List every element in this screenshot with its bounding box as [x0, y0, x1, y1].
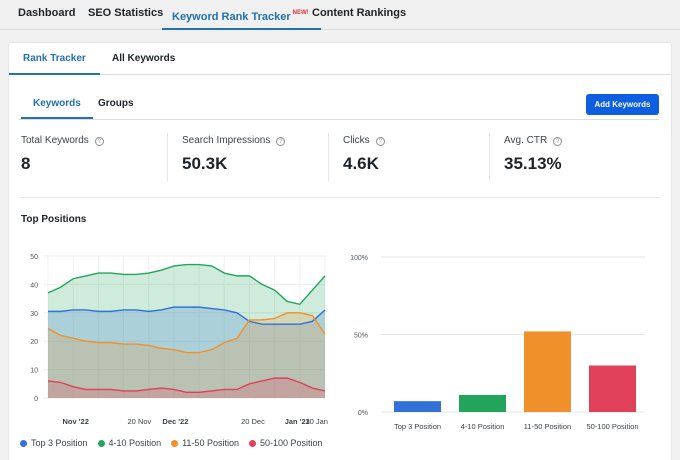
stat-value: 8: [21, 154, 31, 173]
stat-search-impressions: Search Impressions? 50.3K: [182, 135, 286, 179]
x-tick-label: 10 Jan: [305, 417, 328, 426]
area-fill-4-10-position: [48, 264, 325, 398]
series-line-top-3-position: [48, 306, 326, 325]
series-line-50-100-position: [47, 377, 326, 394]
x-tick-label: 20 Dec: [241, 417, 265, 426]
bar-11-50-position: [524, 331, 571, 412]
y-tick-label: 30: [30, 311, 38, 318]
divider: [167, 133, 168, 181]
x-tick-label: Top 3 Position: [394, 422, 441, 431]
bar-top-3-position: [394, 401, 441, 412]
stat-label: Clicks: [343, 135, 370, 146]
stat-value: 50.3K: [182, 154, 228, 173]
y-tick-label: 10: [30, 368, 38, 375]
tab-keywords[interactable]: Keywords: [21, 93, 93, 119]
x-tick-label: Dec '22: [162, 417, 188, 426]
x-tick-label: Nov '22: [63, 417, 89, 426]
stat-label: Avg. CTR: [504, 135, 548, 146]
y-tick-label: 40: [30, 282, 38, 289]
add-keywords-button[interactable]: Add Keywords: [586, 94, 659, 115]
legend-dot: [97, 439, 105, 447]
help-icon[interactable]: ?: [94, 137, 104, 146]
series-line-4-10-position: [47, 263, 326, 306]
tab-groups[interactable]: Groups: [98, 98, 134, 109]
tab-label: Keyword Rank Tracker: [172, 11, 291, 23]
divider: [19, 119, 659, 120]
y-tick-label: 50%: [354, 333, 368, 340]
divider: [19, 197, 659, 198]
stat-total-keywords: Total Keywords? 8: [21, 135, 104, 179]
y-tick-label: 100%: [350, 255, 368, 262]
top-positions-bar-chart: 0% 50% 100% Top 3 Position 4-10 Position 11-5…: [350, 255, 645, 431]
y-tick-label: 0%: [358, 410, 368, 417]
help-icon[interactable]: ?: [276, 137, 286, 146]
x-tick-label: 50-100 Position: [586, 422, 638, 431]
legend-item[interactable]: 50-100 Position: [248, 438, 323, 448]
legend-label: Top 3 Position: [31, 438, 88, 448]
x-tick-label: 4-10 Position: [461, 422, 505, 431]
tab-content-rankings[interactable]: Content Rankings: [312, 7, 407, 19]
y-tick-label: 0: [34, 396, 38, 403]
legend-dot: [248, 439, 256, 447]
area-fill-11-50-position: [48, 312, 325, 398]
legend-dot: [20, 439, 27, 447]
y-tick-label: 20: [30, 339, 38, 346]
x-tick-label: 11-50 Position: [524, 422, 571, 431]
stat-label: Search Impressions: [182, 135, 271, 146]
legend-label: 50-100 Position: [259, 438, 323, 448]
legend-label: 4-10 Position: [108, 438, 162, 448]
legend-item[interactable]: 4-10 Position: [97, 438, 162, 448]
legend-item[interactable]: 11-50 Position: [171, 438, 239, 448]
x-tick-label: 20 Nov: [128, 417, 152, 426]
bar-50-100-position: [589, 365, 636, 412]
bar-4-10-position: [459, 394, 506, 412]
stat-value: 4.6K: [343, 154, 379, 173]
stat-avg-ctr: Avg. CTR? 35.13%: [504, 135, 563, 179]
x-tick-label: Jan '23: [285, 417, 310, 426]
subtab-rank-tracker[interactable]: Rank Tracker: [9, 43, 100, 75]
subtabs: Rank Tracker All Keywords: [9, 43, 671, 75]
stat-clicks: Clicks? 4.6K: [343, 135, 385, 179]
new-badge: NEW!: [292, 10, 309, 16]
top-navigation: Dashboard SEO Statistics Keyword Rank Tr…: [0, 0, 680, 30]
chart-legend: Top 3 Position 4-10 Position 11-50 Posit…: [20, 438, 323, 448]
subtab-all-keywords[interactable]: All Keywords: [112, 53, 176, 64]
divider: [328, 133, 329, 181]
top-positions-area-chart: 0 10 20 30 40 50 Nov '22 20 Nov Dec '22 20 Dec Jan…: [30, 254, 328, 426]
series-line-11-50-position: [47, 312, 326, 354]
stat-value: 35.13%: [504, 154, 562, 173]
tab-seo-statistics[interactable]: SEO Statistics: [88, 7, 164, 19]
tab-dashboard[interactable]: Dashboard: [18, 7, 76, 19]
help-icon[interactable]: ?: [553, 137, 563, 146]
legend-item[interactable]: Top 3 Position: [20, 438, 88, 448]
y-tick-label: 50: [30, 254, 38, 261]
legend-dot: [171, 439, 179, 447]
section-title: Top Positions: [21, 214, 87, 225]
help-icon[interactable]: ?: [375, 137, 385, 146]
tab-keyword-rank-tracker[interactable]: Keyword Rank Tracker NEW!: [162, 0, 321, 30]
divider: [489, 133, 490, 181]
stat-label: Total Keywords: [21, 135, 89, 146]
legend-label: 11-50 Position: [182, 438, 239, 448]
